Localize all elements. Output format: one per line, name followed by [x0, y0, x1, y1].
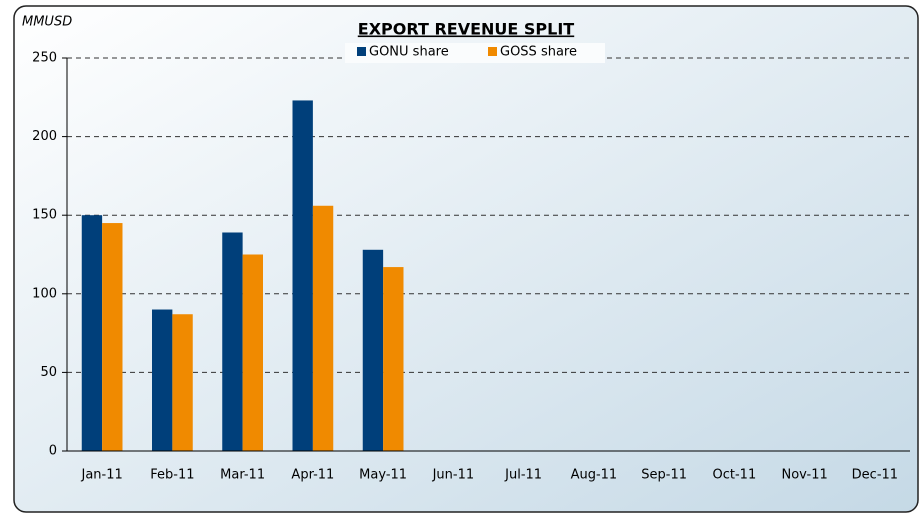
chart-title: EXPORT REVENUE SPLIT: [358, 20, 575, 39]
chart-frame: [13, 5, 919, 513]
bar: [172, 314, 193, 451]
y-tick-label: 100: [32, 286, 57, 301]
y-tick-label: 250: [32, 51, 57, 66]
bar: [383, 267, 404, 451]
y-tick-label: 50: [40, 365, 57, 380]
x-tick-label: Jul-11: [504, 468, 542, 483]
bar: [222, 232, 243, 451]
x-tick-label: Apr-11: [291, 468, 334, 483]
x-tick-label: May-11: [359, 468, 407, 483]
bar: [102, 223, 123, 451]
y-tick-label: 150: [32, 208, 57, 223]
y-axis-label: MMUSD: [22, 15, 72, 30]
x-tick-label: Mar-11: [220, 468, 265, 483]
legend-swatch: [488, 47, 497, 56]
bar: [312, 205, 334, 451]
legend-label: GOSS share: [500, 45, 577, 60]
y-tick-label: 200: [32, 129, 57, 144]
legend-label: GONU share: [369, 45, 449, 60]
bar: [152, 309, 173, 451]
x-tick-label: Sep-11: [641, 468, 687, 483]
bar: [362, 249, 384, 451]
x-tick-label: Dec-11: [852, 468, 898, 483]
bar: [81, 215, 103, 451]
x-tick-label: Jan-11: [80, 468, 122, 483]
x-tick-label: Nov-11: [781, 468, 827, 483]
x-tick-label: Aug-11: [571, 468, 618, 483]
x-tick-label: Feb-11: [150, 468, 194, 483]
bar: [242, 254, 263, 451]
bar: [292, 100, 313, 451]
legend-swatch: [357, 47, 366, 56]
y-tick-label: 0: [49, 444, 57, 459]
x-tick-label: Oct-11: [713, 468, 757, 483]
legend-background: [345, 43, 605, 63]
x-tick-label: Jun-11: [432, 468, 475, 483]
